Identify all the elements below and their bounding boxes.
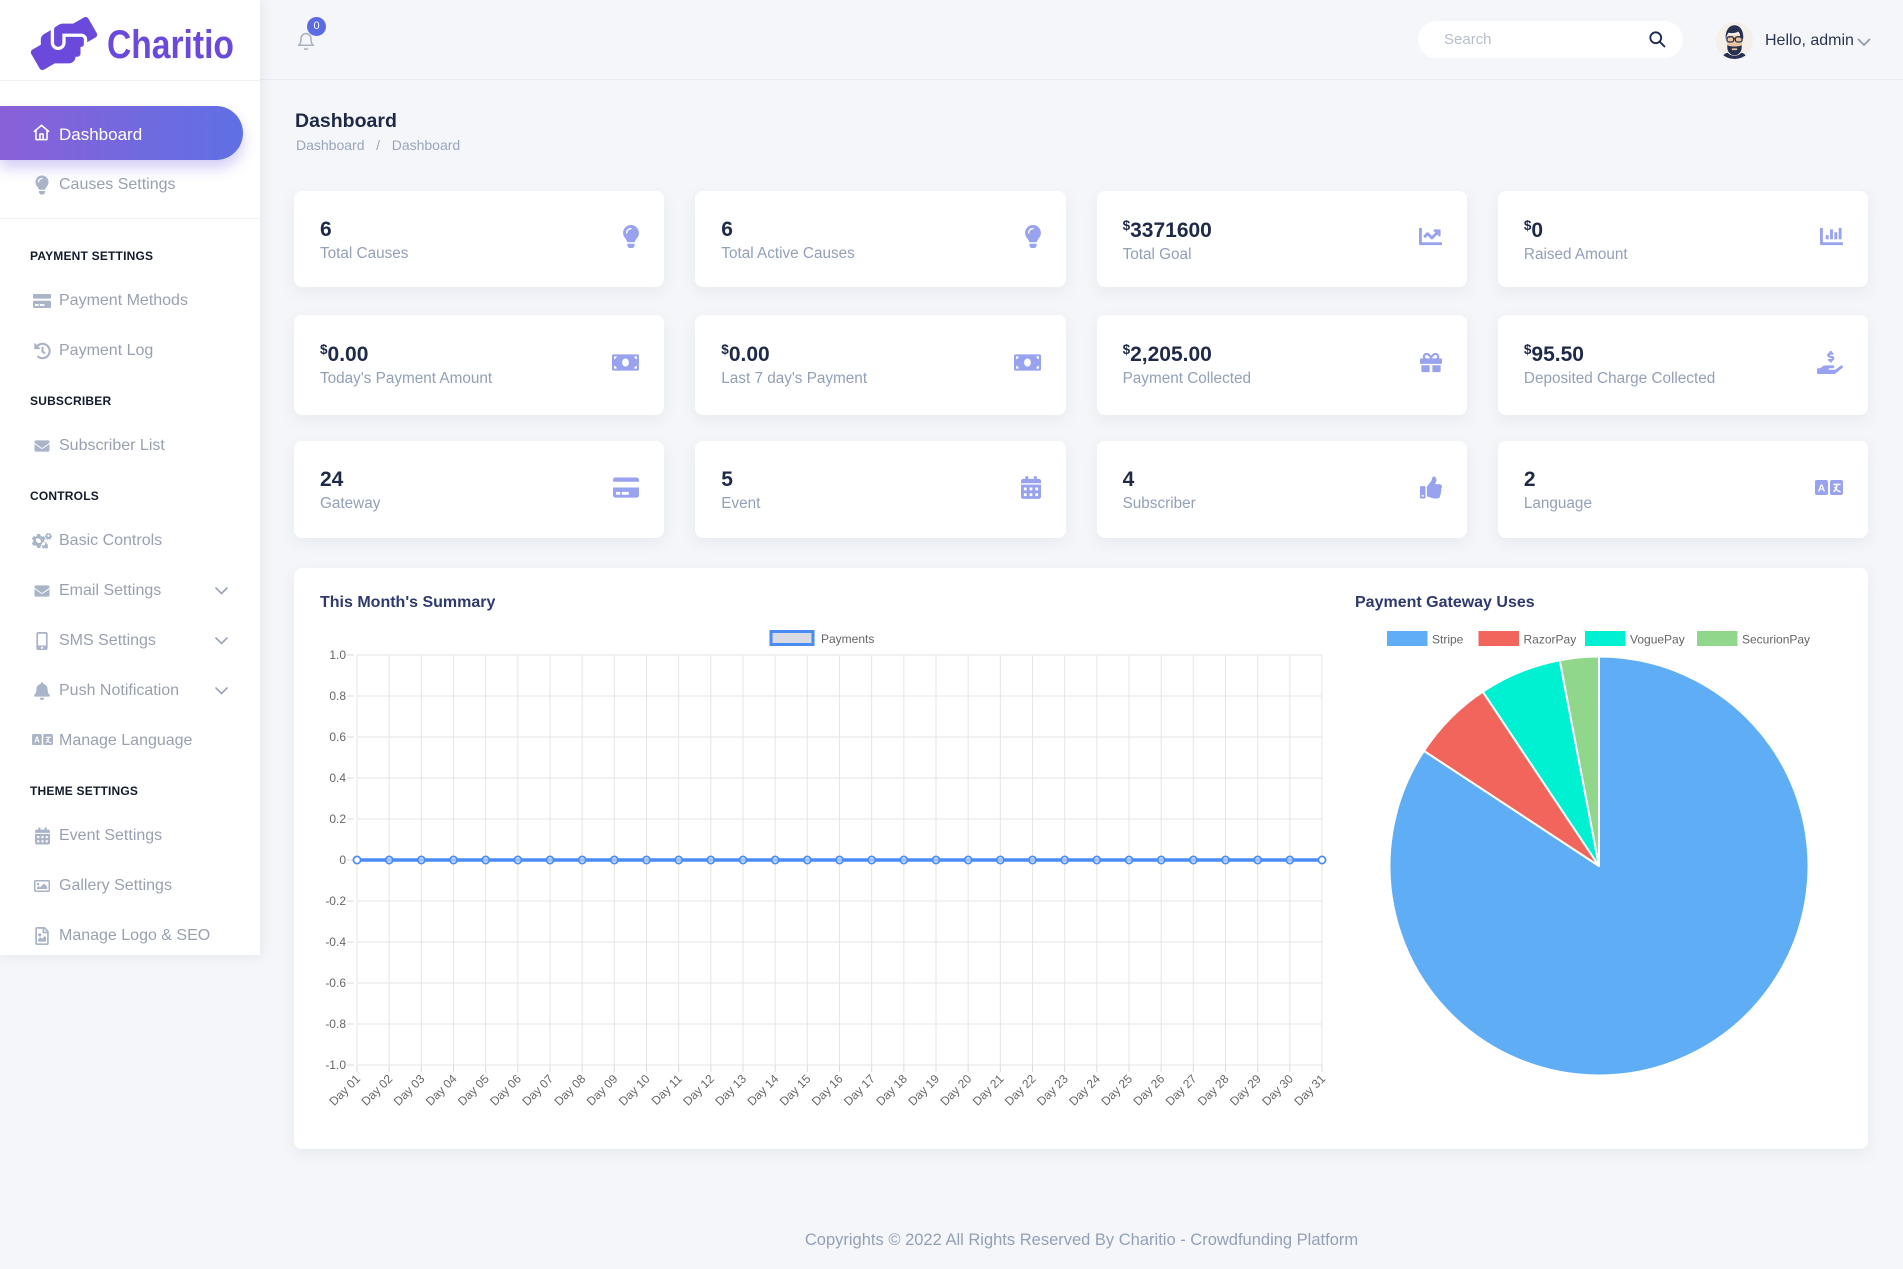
svg-text:Day 25: Day 25	[1098, 1071, 1135, 1108]
svg-text:RazorPay: RazorPay	[1524, 633, 1577, 647]
svg-text:Day 08: Day 08	[551, 1071, 588, 1108]
svg-text:Day 09: Day 09	[584, 1071, 621, 1108]
svg-text:Payments: Payments	[821, 632, 874, 646]
svg-text:-0.2: -0.2	[325, 894, 346, 908]
svg-text:Day 17: Day 17	[841, 1071, 878, 1108]
svg-text:-1.0: -1.0	[325, 1058, 346, 1072]
svg-text:Day 21: Day 21	[970, 1071, 1007, 1108]
svg-text:Day 10: Day 10	[616, 1071, 653, 1108]
svg-text:Day 07: Day 07	[519, 1071, 556, 1108]
svg-text:Day 11: Day 11	[649, 1071, 685, 1107]
svg-text:Day 24: Day 24	[1066, 1071, 1103, 1108]
svg-text:Day 03: Day 03	[391, 1071, 428, 1108]
svg-text:A: A	[1818, 482, 1826, 494]
svg-text:Day 28: Day 28	[1195, 1071, 1232, 1108]
svg-text:0.2: 0.2	[329, 812, 346, 826]
svg-text:-0.4: -0.4	[325, 935, 346, 949]
svg-text:-0.8: -0.8	[325, 1017, 346, 1031]
svg-text:Day 20: Day 20	[937, 1071, 974, 1108]
svg-text:Day 02: Day 02	[358, 1071, 395, 1108]
svg-text:Day 06: Day 06	[487, 1071, 524, 1108]
svg-text:Day 14: Day 14	[744, 1071, 781, 1108]
svg-text:Day 04: Day 04	[423, 1071, 460, 1108]
svg-text:VoguePay: VoguePay	[1630, 633, 1685, 647]
svg-text:Day 18: Day 18	[873, 1071, 910, 1108]
svg-text:Day 29: Day 29	[1227, 1071, 1264, 1108]
svg-text:Day 23: Day 23	[1034, 1071, 1071, 1108]
svg-text:Day 13: Day 13	[712, 1071, 749, 1108]
svg-text:0: 0	[339, 853, 346, 867]
svg-text:0.4: 0.4	[329, 771, 346, 785]
svg-text:Day 05: Day 05	[455, 1071, 492, 1108]
svg-text:Day 22: Day 22	[1002, 1071, 1039, 1108]
svg-text:SecurionPay: SecurionPay	[1742, 633, 1810, 647]
svg-text:0.6: 0.6	[329, 730, 346, 744]
svg-text:-0.6: -0.6	[325, 976, 346, 990]
svg-text:A: A	[34, 735, 40, 744]
svg-text:Stripe: Stripe	[1432, 633, 1464, 647]
svg-text:Day 31: Day 31	[1291, 1071, 1328, 1108]
svg-text:1.0: 1.0	[329, 648, 346, 662]
svg-text:Day 15: Day 15	[777, 1071, 814, 1108]
svg-text:Day 19: Day 19	[905, 1071, 942, 1108]
svg-text:Day 12: Day 12	[680, 1071, 717, 1108]
svg-text:Day 26: Day 26	[1130, 1071, 1167, 1108]
svg-text:Day 01: Day 01	[326, 1071, 363, 1108]
svg-text:0.8: 0.8	[329, 689, 346, 703]
svg-text:Day 27: Day 27	[1163, 1071, 1200, 1108]
svg-text:Day 30: Day 30	[1259, 1071, 1296, 1108]
svg-text:Day 16: Day 16	[809, 1071, 846, 1108]
